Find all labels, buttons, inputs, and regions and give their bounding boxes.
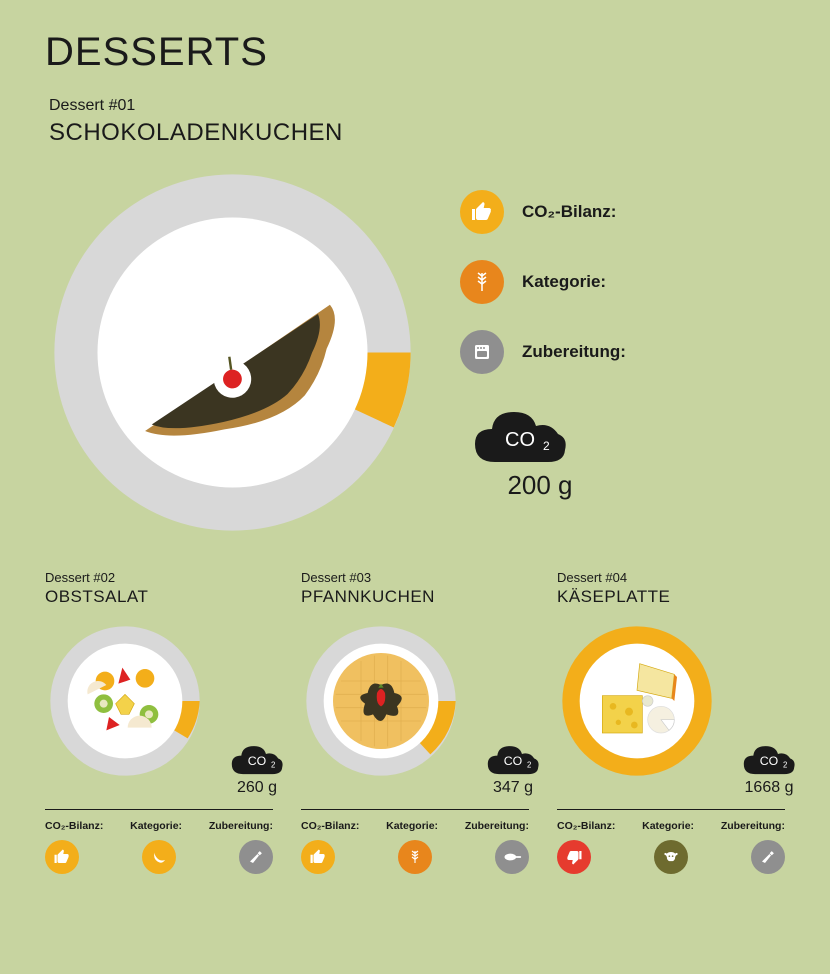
divider	[45, 809, 273, 810]
hero-name: SCHOKOLADENKUCHEN	[49, 119, 785, 147]
badge-bilanz-label: CO₂-Bilanz:	[522, 202, 616, 222]
hero-co2-value: 200 g	[470, 470, 610, 501]
page-title: DESSERTS	[45, 30, 785, 75]
badge-zubereitung-label: Zubereitung:	[522, 342, 626, 362]
card-name: KÄSEPLATTE	[557, 587, 785, 607]
thumb-down-icon	[557, 840, 591, 874]
banana-icon	[142, 840, 176, 874]
plate-kaeseplatte	[557, 621, 717, 781]
svg-text:2: 2	[527, 760, 531, 769]
hero-plate	[45, 165, 420, 540]
cow-icon	[654, 840, 688, 874]
label-kategorie: Kategorie:	[386, 820, 438, 832]
card-co2-value: 1668 g	[741, 779, 797, 797]
card-obstsalat: Dessert #02 OBSTSALAT CO 2	[45, 570, 273, 874]
divider	[301, 809, 529, 810]
card-co2: CO 2 347 g	[485, 741, 541, 797]
label-bilanz: CO₂-Bilanz:	[45, 820, 103, 832]
card-co2: CO 2 1668 g	[741, 741, 797, 797]
hero-index: Dessert #01	[49, 97, 785, 115]
svg-text:CO: CO	[760, 754, 778, 768]
label-bilanz: CO₂-Bilanz:	[557, 820, 615, 832]
plate-obstsalat	[45, 621, 205, 781]
wheat-icon	[398, 840, 432, 874]
card-kaeseplatte: Dessert #04 KÄSEPLATTE CO2 1668 g	[557, 570, 785, 874]
card-index: Dessert #04	[557, 570, 785, 585]
divider	[557, 809, 785, 810]
hero-section: Dessert #01 SCHOKOLADENKUCHEN	[45, 97, 785, 540]
label-zubereitung: Zubereitung:	[465, 820, 529, 832]
card-co2-value: 260 g	[229, 779, 285, 797]
knife-icon	[751, 840, 785, 874]
label-zubereitung: Zubereitung:	[209, 820, 273, 832]
label-zubereitung: Zubereitung:	[721, 820, 785, 832]
card-co2-value: 347 g	[485, 779, 541, 797]
card-index: Dessert #02	[45, 570, 273, 585]
cloud-icon: CO 2	[470, 404, 570, 466]
label-kategorie: Kategorie:	[130, 820, 182, 832]
thumb-up-icon	[301, 840, 335, 874]
label-bilanz: CO₂-Bilanz:	[301, 820, 359, 832]
tag-labels: CO₂-Bilanz: Kategorie: Zubereitung:	[301, 820, 529, 832]
knife-icon	[239, 840, 273, 874]
card-name: PFANNKUCHEN	[301, 587, 529, 607]
thumb-up-icon	[460, 190, 504, 234]
svg-text:CO: CO	[248, 754, 266, 768]
svg-text:2: 2	[271, 760, 275, 769]
oven-icon	[460, 330, 504, 374]
tag-labels: CO₂-Bilanz: Kategorie: Zubereitung:	[45, 820, 273, 832]
wheat-icon	[460, 260, 504, 304]
card-name: OBSTSALAT	[45, 587, 273, 607]
thumb-up-icon	[45, 840, 79, 874]
badge-kategorie: Kategorie:	[460, 260, 785, 304]
plate-pfannkuchen	[301, 621, 461, 781]
card-pfannkuchen: Dessert #03 PFANNKUCHEN CO 2	[301, 570, 529, 874]
label-kategorie: Kategorie:	[642, 820, 694, 832]
svg-text:2: 2	[783, 760, 787, 769]
badge-zubereitung: Zubereitung:	[460, 330, 785, 374]
tag-labels: CO₂-Bilanz: Kategorie: Zubereitung:	[557, 820, 785, 832]
svg-text:CO: CO	[504, 754, 522, 768]
small-grid: Dessert #02 OBSTSALAT CO 2	[45, 570, 785, 874]
card-co2: CO 2 260 g	[229, 741, 285, 797]
badge-kategorie-label: Kategorie:	[522, 272, 606, 292]
svg-text:CO: CO	[505, 429, 535, 451]
pan-icon	[495, 840, 529, 874]
hero-co2: CO 2 200 g	[470, 404, 610, 501]
card-index: Dessert #03	[301, 570, 529, 585]
svg-text:2: 2	[543, 439, 550, 453]
badge-bilanz: CO₂-Bilanz:	[460, 190, 785, 234]
